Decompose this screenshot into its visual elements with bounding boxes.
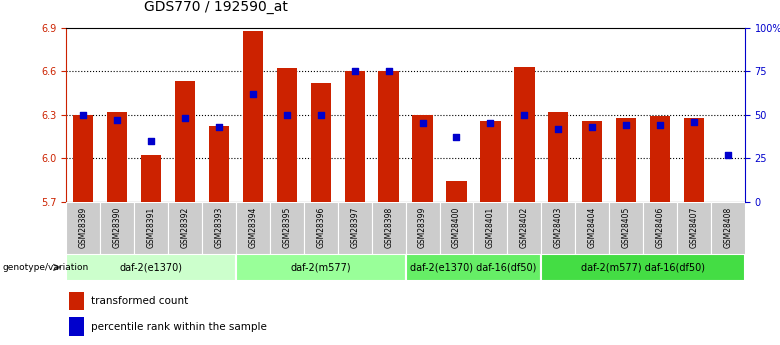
Bar <box>650 116 670 202</box>
Point <box>552 126 565 131</box>
Text: GSM28393: GSM28393 <box>215 207 224 248</box>
Text: GSM28405: GSM28405 <box>622 207 631 248</box>
Point <box>281 112 293 117</box>
Point <box>179 116 191 121</box>
Point <box>77 112 90 117</box>
Bar <box>236 202 270 254</box>
Bar <box>134 202 168 254</box>
Point <box>349 68 361 74</box>
Point <box>417 121 429 126</box>
Point <box>484 121 497 126</box>
Bar <box>711 202 745 254</box>
Point <box>314 112 327 117</box>
Bar <box>209 126 229 202</box>
Text: GDS770 / 192590_at: GDS770 / 192590_at <box>144 0 288 14</box>
Bar <box>480 120 501 202</box>
Text: GSM28390: GSM28390 <box>112 207 122 248</box>
Text: genotype/variation: genotype/variation <box>2 263 89 272</box>
Bar <box>576 202 609 254</box>
Text: GSM28402: GSM28402 <box>519 207 529 248</box>
Bar <box>541 254 745 281</box>
Bar <box>168 202 202 254</box>
Text: GSM28408: GSM28408 <box>723 207 732 248</box>
Bar <box>175 81 195 202</box>
Bar <box>406 254 541 281</box>
Bar <box>413 115 433 202</box>
Bar <box>202 202 236 254</box>
Bar <box>73 115 94 202</box>
Text: GSM28392: GSM28392 <box>180 207 190 248</box>
Point <box>654 122 666 128</box>
Text: GSM28394: GSM28394 <box>248 207 257 248</box>
Bar <box>440 202 473 254</box>
Text: daf-2(e1370): daf-2(e1370) <box>119 263 183 272</box>
Bar <box>345 71 365 202</box>
Text: GSM28397: GSM28397 <box>350 207 360 248</box>
Text: GSM28407: GSM28407 <box>690 207 699 248</box>
Bar <box>277 68 297 202</box>
Text: GSM28404: GSM28404 <box>587 207 597 248</box>
Text: GSM28398: GSM28398 <box>384 207 393 248</box>
Bar <box>378 71 399 202</box>
Text: GSM28400: GSM28400 <box>452 207 461 248</box>
Point <box>246 91 259 97</box>
Point <box>586 124 598 130</box>
Bar <box>338 202 372 254</box>
Bar <box>514 67 534 202</box>
Bar <box>446 181 466 202</box>
Bar <box>107 112 127 202</box>
Text: GSM28391: GSM28391 <box>147 207 156 248</box>
Point <box>518 112 530 117</box>
Bar <box>66 254 236 281</box>
Text: GSM28399: GSM28399 <box>418 207 427 248</box>
Point <box>620 122 633 128</box>
Text: daf-2(m577): daf-2(m577) <box>290 263 351 272</box>
Point <box>213 124 225 130</box>
Text: daf-2(e1370) daf-16(df50): daf-2(e1370) daf-16(df50) <box>410 263 537 272</box>
Bar <box>243 30 263 202</box>
Bar <box>643 202 677 254</box>
Point <box>145 138 158 144</box>
Bar <box>677 202 711 254</box>
Bar <box>684 118 704 202</box>
Bar <box>66 202 101 254</box>
Text: GSM28389: GSM28389 <box>79 207 88 248</box>
Point <box>688 119 700 125</box>
Text: GSM28401: GSM28401 <box>486 207 495 248</box>
Point <box>382 68 395 74</box>
Bar <box>507 202 541 254</box>
Point <box>722 152 734 158</box>
Bar <box>548 112 569 202</box>
Text: transformed count: transformed count <box>90 296 188 306</box>
Bar <box>236 254 406 281</box>
Text: GSM28396: GSM28396 <box>316 207 325 248</box>
Bar <box>69 317 84 335</box>
Bar <box>473 202 508 254</box>
Bar <box>141 155 161 202</box>
Bar <box>101 202 134 254</box>
Text: GSM28406: GSM28406 <box>655 207 665 248</box>
Point <box>111 117 123 123</box>
Bar <box>304 202 338 254</box>
Text: percentile rank within the sample: percentile rank within the sample <box>90 322 267 332</box>
Bar <box>582 120 602 202</box>
Bar <box>310 83 331 202</box>
Bar <box>616 118 636 202</box>
Bar <box>371 202 406 254</box>
Bar <box>406 202 440 254</box>
Bar <box>270 202 304 254</box>
Point <box>450 135 463 140</box>
Bar <box>69 292 84 310</box>
Text: daf-2(m577) daf-16(df50): daf-2(m577) daf-16(df50) <box>581 263 705 272</box>
Text: GSM28403: GSM28403 <box>554 207 563 248</box>
Bar <box>609 202 643 254</box>
Text: GSM28395: GSM28395 <box>282 207 292 248</box>
Bar <box>541 202 576 254</box>
